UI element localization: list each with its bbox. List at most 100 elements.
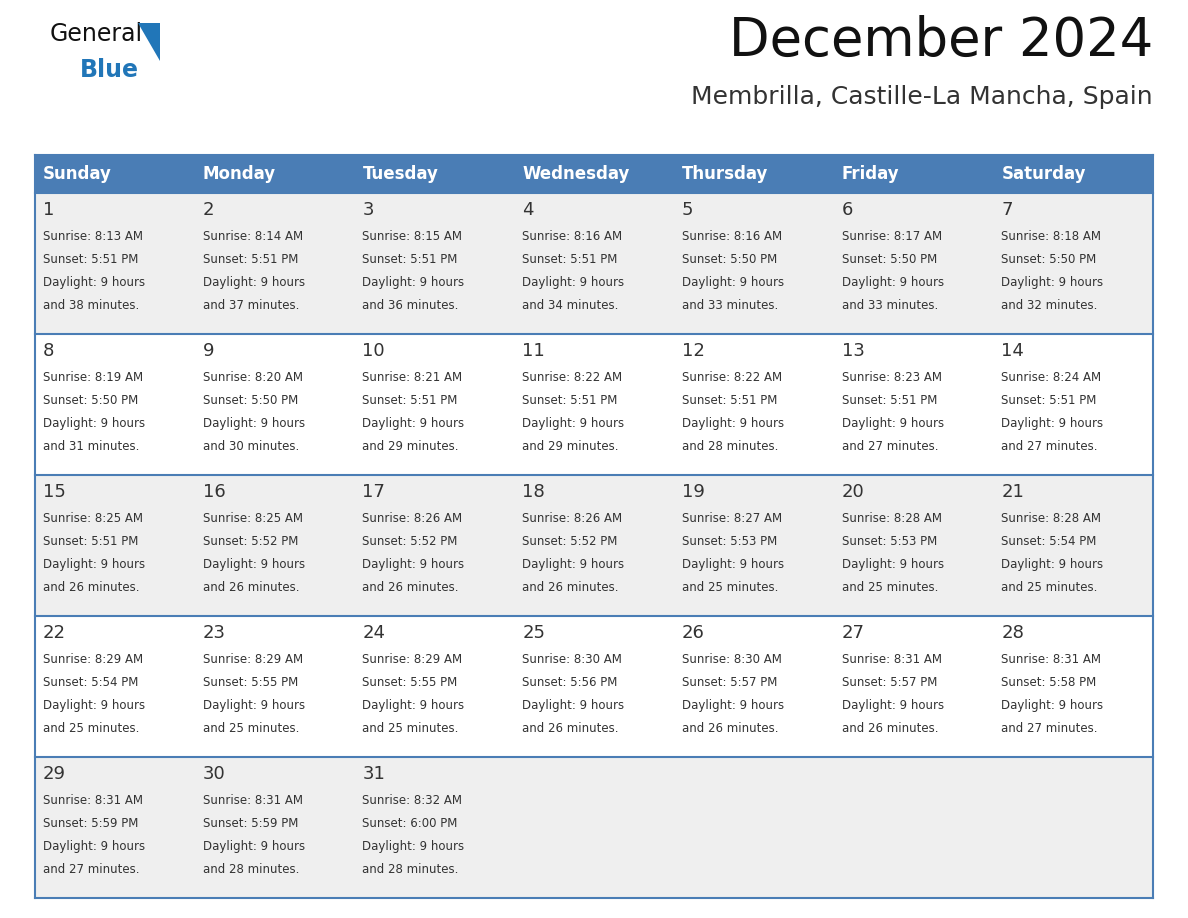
Text: and 27 minutes.: and 27 minutes. xyxy=(841,441,939,453)
Text: Sunrise: 8:31 AM: Sunrise: 8:31 AM xyxy=(43,794,143,807)
Text: and 26 minutes.: and 26 minutes. xyxy=(523,581,619,595)
Text: and 28 minutes.: and 28 minutes. xyxy=(203,864,299,877)
Text: and 28 minutes.: and 28 minutes. xyxy=(682,441,778,453)
Text: Daylight: 9 hours: Daylight: 9 hours xyxy=(841,417,943,431)
Text: Daylight: 9 hours: Daylight: 9 hours xyxy=(841,276,943,289)
Text: Sunset: 5:51 PM: Sunset: 5:51 PM xyxy=(43,535,138,548)
Text: Saturday: Saturday xyxy=(1001,165,1086,183)
Text: Sunrise: 8:22 AM: Sunrise: 8:22 AM xyxy=(523,371,623,384)
Text: Sunrise: 8:25 AM: Sunrise: 8:25 AM xyxy=(43,511,143,525)
Text: Sunset: 5:50 PM: Sunset: 5:50 PM xyxy=(1001,253,1097,266)
Text: Sunset: 5:51 PM: Sunset: 5:51 PM xyxy=(203,253,298,266)
Text: and 25 minutes.: and 25 minutes. xyxy=(362,722,459,735)
Text: Sunrise: 8:21 AM: Sunrise: 8:21 AM xyxy=(362,371,462,384)
Text: 19: 19 xyxy=(682,484,704,501)
Text: Daylight: 9 hours: Daylight: 9 hours xyxy=(682,276,784,289)
Text: Sunset: 5:54 PM: Sunset: 5:54 PM xyxy=(43,676,138,688)
Bar xyxy=(34,475,1154,616)
Text: Sunrise: 8:22 AM: Sunrise: 8:22 AM xyxy=(682,371,782,384)
Text: 3: 3 xyxy=(362,201,374,219)
Text: Daylight: 9 hours: Daylight: 9 hours xyxy=(1001,700,1104,712)
Bar xyxy=(34,334,1154,475)
Text: and 25 minutes.: and 25 minutes. xyxy=(682,581,778,595)
Text: 13: 13 xyxy=(841,342,865,361)
Text: Daylight: 9 hours: Daylight: 9 hours xyxy=(43,840,145,853)
Text: 28: 28 xyxy=(1001,624,1024,643)
Text: Sunset: 5:51 PM: Sunset: 5:51 PM xyxy=(362,394,457,407)
Text: Sunrise: 8:26 AM: Sunrise: 8:26 AM xyxy=(523,511,623,525)
Text: and 38 minutes.: and 38 minutes. xyxy=(43,299,139,312)
Text: Sunset: 5:58 PM: Sunset: 5:58 PM xyxy=(1001,676,1097,688)
Text: Sunrise: 8:31 AM: Sunrise: 8:31 AM xyxy=(203,794,303,807)
Text: 26: 26 xyxy=(682,624,704,643)
Text: Daylight: 9 hours: Daylight: 9 hours xyxy=(43,558,145,571)
Text: Sunset: 5:52 PM: Sunset: 5:52 PM xyxy=(523,535,618,548)
Text: Wednesday: Wednesday xyxy=(523,165,630,183)
Bar xyxy=(34,155,195,193)
Bar xyxy=(993,155,1154,193)
Text: and 25 minutes.: and 25 minutes. xyxy=(203,722,299,735)
Text: Sunrise: 8:26 AM: Sunrise: 8:26 AM xyxy=(362,511,462,525)
Text: 16: 16 xyxy=(203,484,226,501)
Text: and 26 minutes.: and 26 minutes. xyxy=(841,722,939,735)
Text: Daylight: 9 hours: Daylight: 9 hours xyxy=(203,840,305,853)
Text: 1: 1 xyxy=(43,201,55,219)
Text: Sunset: 5:59 PM: Sunset: 5:59 PM xyxy=(43,817,138,830)
Text: Sunrise: 8:31 AM: Sunrise: 8:31 AM xyxy=(1001,653,1101,666)
Text: and 33 minutes.: and 33 minutes. xyxy=(682,299,778,312)
Text: 5: 5 xyxy=(682,201,694,219)
Text: Sunrise: 8:16 AM: Sunrise: 8:16 AM xyxy=(682,230,782,242)
Text: Daylight: 9 hours: Daylight: 9 hours xyxy=(362,276,465,289)
Text: and 36 minutes.: and 36 minutes. xyxy=(362,299,459,312)
Text: Sunset: 5:57 PM: Sunset: 5:57 PM xyxy=(682,676,777,688)
Text: 14: 14 xyxy=(1001,342,1024,361)
Text: Sunset: 5:52 PM: Sunset: 5:52 PM xyxy=(362,535,457,548)
Text: 9: 9 xyxy=(203,342,214,361)
Text: Daylight: 9 hours: Daylight: 9 hours xyxy=(203,558,305,571)
Text: 24: 24 xyxy=(362,624,385,643)
Text: Sunset: 5:50 PM: Sunset: 5:50 PM xyxy=(43,394,138,407)
Text: Sunrise: 8:16 AM: Sunrise: 8:16 AM xyxy=(523,230,623,242)
Text: Sunset: 5:51 PM: Sunset: 5:51 PM xyxy=(841,394,937,407)
Text: and 25 minutes.: and 25 minutes. xyxy=(1001,581,1098,595)
Text: Sunset: 5:55 PM: Sunset: 5:55 PM xyxy=(362,676,457,688)
Text: Monday: Monday xyxy=(203,165,276,183)
Bar xyxy=(674,155,834,193)
Text: Sunset: 5:50 PM: Sunset: 5:50 PM xyxy=(682,253,777,266)
Text: and 27 minutes.: and 27 minutes. xyxy=(1001,722,1098,735)
Bar xyxy=(514,155,674,193)
Text: Sunrise: 8:30 AM: Sunrise: 8:30 AM xyxy=(682,653,782,666)
Text: 10: 10 xyxy=(362,342,385,361)
Text: Daylight: 9 hours: Daylight: 9 hours xyxy=(43,276,145,289)
Text: 20: 20 xyxy=(841,484,865,501)
Text: Sunrise: 8:31 AM: Sunrise: 8:31 AM xyxy=(841,653,942,666)
Text: Friday: Friday xyxy=(841,165,899,183)
Text: December 2024: December 2024 xyxy=(728,15,1154,67)
Text: Daylight: 9 hours: Daylight: 9 hours xyxy=(523,417,624,431)
Text: Membrilla, Castille-La Mancha, Spain: Membrilla, Castille-La Mancha, Spain xyxy=(691,85,1154,109)
Text: Sunrise: 8:28 AM: Sunrise: 8:28 AM xyxy=(841,511,942,525)
Text: Sunset: 5:51 PM: Sunset: 5:51 PM xyxy=(523,394,618,407)
Text: 30: 30 xyxy=(203,766,226,783)
Text: Daylight: 9 hours: Daylight: 9 hours xyxy=(682,417,784,431)
Text: 31: 31 xyxy=(362,766,385,783)
Text: Daylight: 9 hours: Daylight: 9 hours xyxy=(362,700,465,712)
Text: Sunrise: 8:30 AM: Sunrise: 8:30 AM xyxy=(523,653,623,666)
Bar xyxy=(195,155,354,193)
Text: 11: 11 xyxy=(523,342,545,361)
Text: Sunrise: 8:23 AM: Sunrise: 8:23 AM xyxy=(841,371,942,384)
Text: 18: 18 xyxy=(523,484,545,501)
Text: 21: 21 xyxy=(1001,484,1024,501)
Text: Sunrise: 8:27 AM: Sunrise: 8:27 AM xyxy=(682,511,782,525)
Text: and 29 minutes.: and 29 minutes. xyxy=(523,441,619,453)
Text: Sunrise: 8:28 AM: Sunrise: 8:28 AM xyxy=(1001,511,1101,525)
Text: and 26 minutes.: and 26 minutes. xyxy=(523,722,619,735)
Text: Daylight: 9 hours: Daylight: 9 hours xyxy=(523,700,624,712)
Text: Daylight: 9 hours: Daylight: 9 hours xyxy=(1001,276,1104,289)
Text: Sunrise: 8:20 AM: Sunrise: 8:20 AM xyxy=(203,371,303,384)
Text: Sunrise: 8:24 AM: Sunrise: 8:24 AM xyxy=(1001,371,1101,384)
Text: Daylight: 9 hours: Daylight: 9 hours xyxy=(1001,417,1104,431)
Text: 29: 29 xyxy=(43,766,67,783)
Text: 15: 15 xyxy=(43,484,65,501)
Text: and 25 minutes.: and 25 minutes. xyxy=(43,722,139,735)
